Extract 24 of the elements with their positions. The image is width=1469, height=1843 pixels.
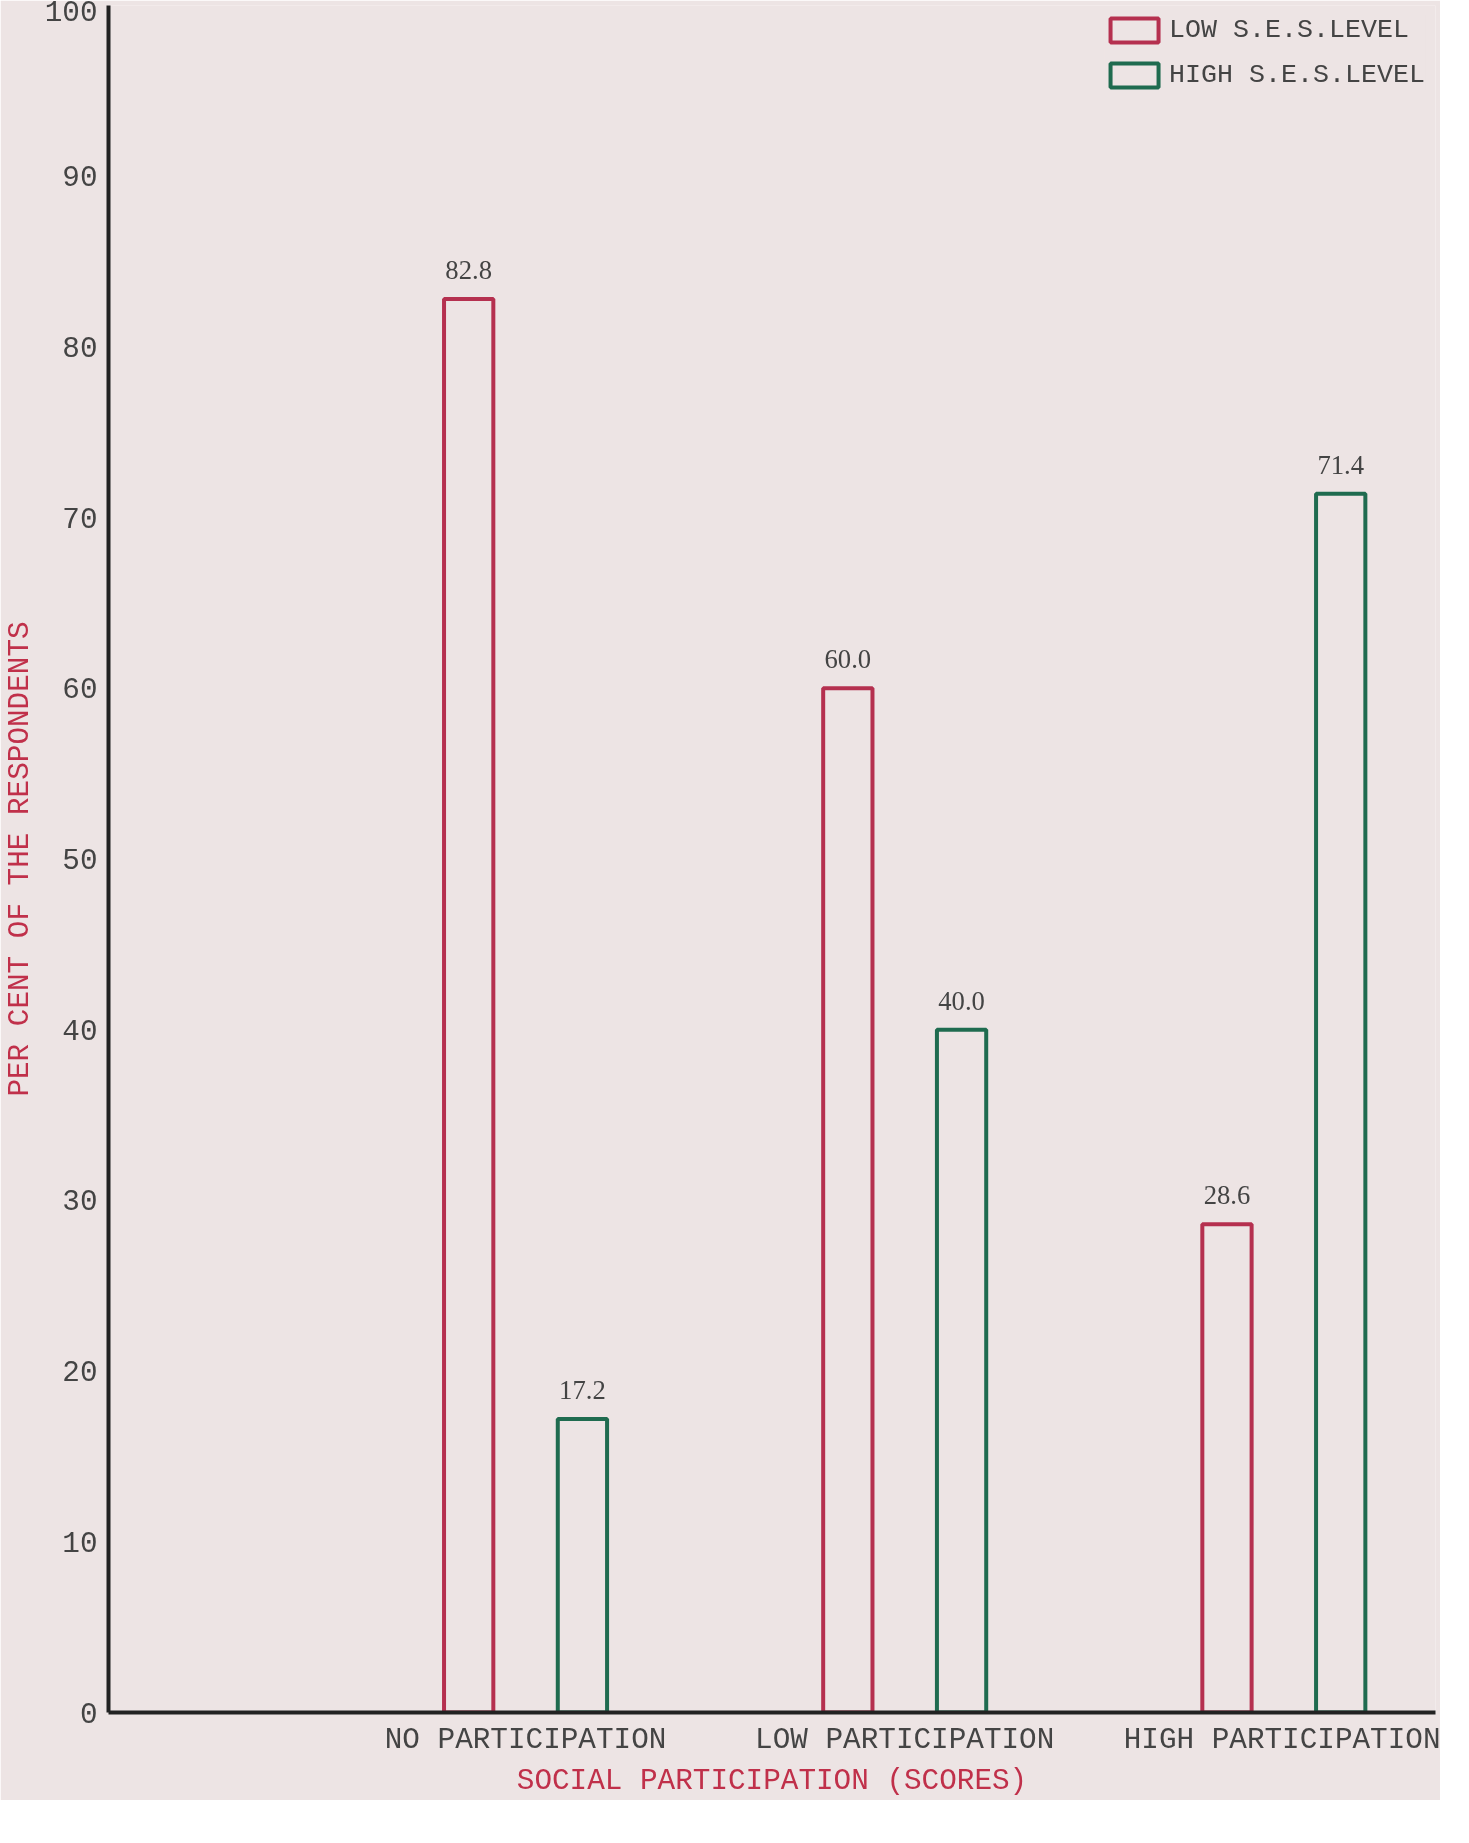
y-tick-label: 70 [62, 503, 98, 537]
y-tick-label: 0 [79, 1698, 98, 1732]
legend-label: HIGH S.E.S.LEVEL [1169, 60, 1425, 90]
data-label: 17.2 [559, 1374, 606, 1405]
x-tick-label: LOW PARTICIPATION [755, 1723, 1055, 1757]
y-tick-label: 20 [62, 1357, 98, 1391]
y-tick-label: 40 [62, 1015, 98, 1049]
y-tick-label: 80 [62, 332, 98, 366]
data-label: 60.0 [824, 644, 872, 675]
legend-label: LOW S.E.S.LEVEL [1169, 15, 1409, 45]
y-tick-label: 60 [62, 674, 98, 708]
y-tick-label: 90 [62, 162, 98, 196]
y-tick-label: 100 [44, 0, 98, 30]
x-tick-label: NO PARTICIPATION [384, 1723, 667, 1757]
data-label: 71.4 [1317, 449, 1365, 480]
y-tick-label: 50 [62, 845, 98, 878]
y-tick-label: 10 [62, 1527, 98, 1561]
data-label: 40.0 [938, 985, 985, 1016]
data-label: 28.6 [1203, 1180, 1251, 1211]
y-axis-title: PER CENT OF THE RESPONDENTS [3, 621, 37, 1097]
y-tick-label: 30 [62, 1186, 98, 1220]
x-axis-title: SOCIAL PARTICIPATION (SCORES) [516, 1764, 1028, 1798]
data-label: 82.8 [445, 255, 493, 286]
x-tick-label: HIGH PARTICIPATION [1123, 1723, 1441, 1757]
